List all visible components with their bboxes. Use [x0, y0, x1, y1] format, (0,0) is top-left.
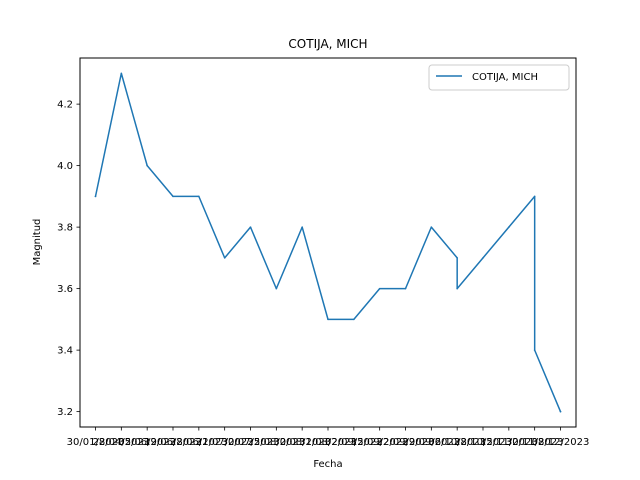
- x-tick-label: 28/04/2023: [93, 437, 151, 448]
- y-tick-label: 4.0: [57, 161, 73, 172]
- data-point: [559, 410, 562, 413]
- x-tick-label: 19/06/2023: [144, 437, 202, 448]
- x-tick-label: 21/07/2023: [196, 437, 254, 448]
- y-axis: 3.2 3.4 3.6 3.8 4.0 4.2: [57, 100, 80, 418]
- y-axis-label: Magnitud: [32, 219, 43, 266]
- x-tick-label: 29/09/2023: [403, 437, 461, 448]
- y-tick-label: 3.6: [57, 284, 73, 295]
- x-tick-label: 06/10/2023: [428, 437, 486, 448]
- x-tick-label: 30/01/2023: [67, 437, 125, 448]
- data-point: [198, 195, 200, 198]
- x-tick-label: 05/06/2023: [118, 437, 176, 448]
- data-point: [172, 195, 174, 198]
- legend-label: COTIJA, MICH: [472, 72, 538, 83]
- data-point: [301, 226, 303, 228]
- x-tick-label: 15/09/2023: [351, 437, 409, 448]
- data-point: [146, 164, 148, 167]
- x-tick-label: 28/06/2023: [170, 437, 228, 448]
- x-tick-label: 31/08/2023: [299, 437, 357, 448]
- x-axis: 30/01/202328/04/202305/06/202319/06/2023…: [67, 427, 590, 448]
- data-point: [327, 318, 329, 321]
- series-layer: [94, 72, 562, 413]
- y-tick-label: 3.8: [57, 223, 73, 234]
- data-point: [378, 287, 381, 290]
- x-tick-label: 02/09/2023: [325, 437, 383, 448]
- x-tick-label: 28/10/2023: [454, 437, 512, 448]
- y-tick-label: 3.4: [57, 346, 73, 357]
- data-point: [120, 72, 123, 75]
- y-tick-label: 4.2: [57, 100, 73, 111]
- x-axis-label: Fecha: [313, 459, 342, 470]
- chart-title: COTIJA, MICH: [288, 37, 367, 51]
- data-point: [533, 195, 536, 198]
- data-point: [508, 226, 510, 228]
- x-tick-label: 08/12/2023: [532, 437, 590, 448]
- data-point: [404, 287, 407, 290]
- plot-frame: [79, 57, 577, 428]
- data-point: [430, 226, 433, 228]
- legend: COTIJA, MICH: [428, 64, 570, 91]
- x-tick-label: 25/08/2023: [248, 437, 306, 448]
- data-point: [275, 287, 278, 290]
- y-tick-label: 3.2: [57, 407, 73, 418]
- data-point: [482, 257, 484, 259]
- x-tick-label: 15/11/2023: [480, 437, 538, 448]
- plot-area: [80, 58, 576, 427]
- legend-box: [428, 64, 570, 91]
- data-point: [249, 226, 252, 228]
- data-point: [353, 318, 355, 321]
- data-point: [223, 257, 226, 259]
- x-tick-label: 30/08/2023: [273, 437, 331, 448]
- x-tick-label: 22/09/2023: [377, 437, 435, 448]
- x-tick-label: 30/11/2023: [506, 437, 564, 448]
- data-point: [94, 195, 97, 198]
- data-point: [456, 257, 458, 259]
- data-point: [456, 287, 458, 290]
- x-tick-label: 30/07/2023: [222, 437, 280, 448]
- data-point: [533, 349, 536, 351]
